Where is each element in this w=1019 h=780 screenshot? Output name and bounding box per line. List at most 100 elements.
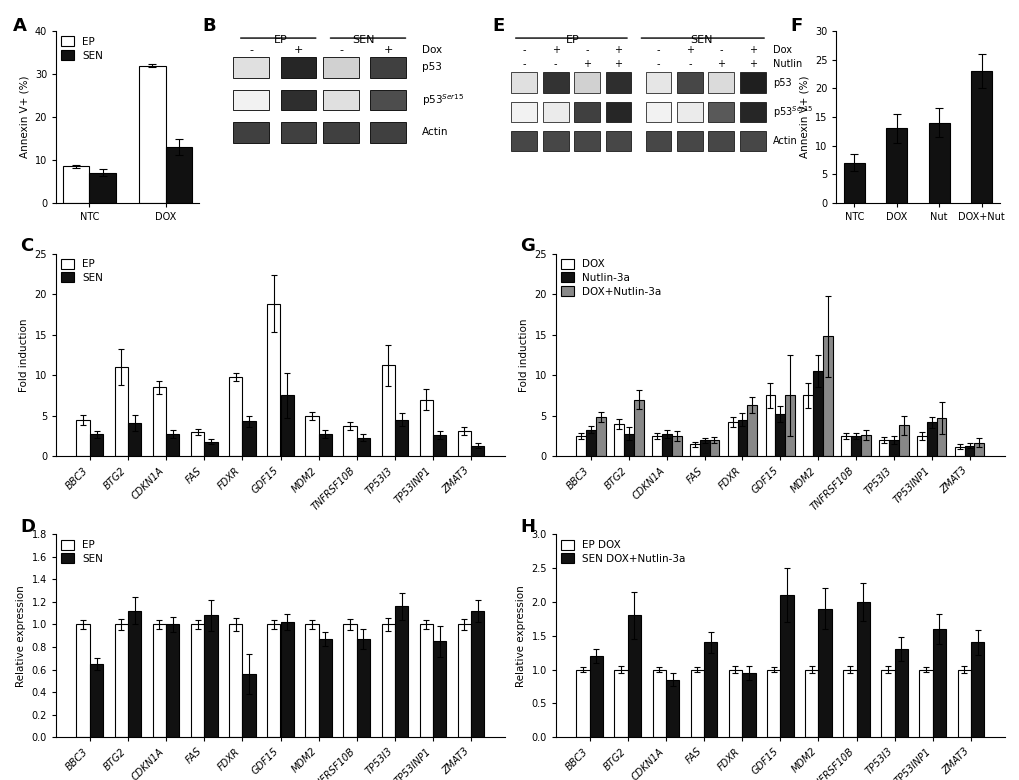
Text: +: + xyxy=(748,45,756,55)
Text: D: D xyxy=(20,518,36,536)
Bar xyxy=(595,417,605,456)
Text: p53: p53 xyxy=(772,78,791,87)
Text: -: - xyxy=(338,45,342,55)
Text: +: + xyxy=(613,58,622,69)
Bar xyxy=(709,440,718,456)
Bar xyxy=(233,122,269,143)
Bar xyxy=(511,131,537,151)
Bar xyxy=(926,422,935,456)
Bar xyxy=(605,101,631,122)
Text: +: + xyxy=(685,45,693,55)
Bar xyxy=(624,434,633,456)
Bar xyxy=(166,434,179,456)
Bar xyxy=(511,101,537,122)
Bar xyxy=(737,420,747,456)
Bar xyxy=(153,388,166,456)
Legend: EP, SEN: EP, SEN xyxy=(61,259,103,283)
Bar xyxy=(739,101,765,122)
Bar xyxy=(370,57,406,77)
Text: E: E xyxy=(492,17,504,35)
Y-axis label: Annexin V+ (%): Annexin V+ (%) xyxy=(19,76,30,158)
Bar xyxy=(153,625,166,737)
Bar xyxy=(280,122,316,143)
Bar xyxy=(651,436,661,456)
Bar xyxy=(739,73,765,93)
Text: SEN: SEN xyxy=(690,34,712,44)
Bar xyxy=(860,435,870,456)
Bar xyxy=(780,595,793,737)
Text: G: G xyxy=(520,237,534,255)
Bar xyxy=(191,625,204,737)
Bar xyxy=(419,625,433,737)
Bar xyxy=(280,57,316,77)
Text: -: - xyxy=(585,45,588,55)
Text: Dox: Dox xyxy=(422,45,441,55)
Bar xyxy=(613,424,624,456)
Bar xyxy=(318,434,331,456)
Bar xyxy=(76,625,90,737)
Bar xyxy=(957,669,970,737)
Bar xyxy=(918,669,932,737)
Text: p53$^{Ser15}$: p53$^{Ser15}$ xyxy=(772,104,812,120)
Legend: EP, SEN: EP, SEN xyxy=(61,540,103,564)
Bar xyxy=(419,399,433,456)
Bar xyxy=(699,440,709,456)
Bar xyxy=(458,431,471,456)
Bar xyxy=(765,395,774,456)
Bar xyxy=(574,131,599,151)
Text: Actin: Actin xyxy=(772,136,797,146)
Bar xyxy=(964,445,973,456)
Bar xyxy=(357,639,370,737)
Bar xyxy=(191,432,204,456)
Bar xyxy=(542,73,568,93)
Text: -: - xyxy=(249,45,253,55)
Text: Actin: Actin xyxy=(422,127,448,137)
Text: p53$^{Ser15}$: p53$^{Ser15}$ xyxy=(422,92,464,108)
Bar xyxy=(280,622,293,737)
Bar xyxy=(233,90,269,110)
Bar xyxy=(645,73,671,93)
Bar xyxy=(665,679,679,737)
Bar xyxy=(323,90,359,110)
Text: -: - xyxy=(656,45,659,55)
Bar xyxy=(305,625,318,737)
Bar xyxy=(114,367,127,456)
Bar xyxy=(841,436,850,456)
Bar xyxy=(127,611,142,737)
Bar xyxy=(880,669,894,737)
Bar xyxy=(932,629,946,737)
Bar xyxy=(742,673,755,737)
Y-axis label: Relative expression: Relative expression xyxy=(516,585,526,686)
Bar xyxy=(677,131,702,151)
Bar xyxy=(605,73,631,93)
Bar xyxy=(970,643,983,737)
Bar xyxy=(677,73,702,93)
Bar xyxy=(243,674,256,737)
Bar xyxy=(970,71,991,203)
Bar xyxy=(766,669,780,737)
Bar xyxy=(305,416,318,456)
Text: A: A xyxy=(13,17,28,35)
Text: Nutlin: Nutlin xyxy=(772,58,801,69)
Legend: EP DOX, SEN DOX+Nutlin-3a: EP DOX, SEN DOX+Nutlin-3a xyxy=(560,540,685,564)
Bar xyxy=(729,669,742,737)
Text: -: - xyxy=(656,58,659,69)
Bar xyxy=(605,131,631,151)
Bar xyxy=(973,442,983,456)
Text: Dox: Dox xyxy=(772,45,791,55)
Bar xyxy=(812,371,822,456)
Bar xyxy=(703,643,716,737)
Bar xyxy=(739,131,765,151)
Bar xyxy=(774,414,785,456)
Bar xyxy=(645,101,671,122)
Bar xyxy=(850,436,860,456)
Bar xyxy=(318,639,331,737)
Bar xyxy=(62,166,90,203)
Bar xyxy=(708,131,734,151)
Y-axis label: Relative expression: Relative expression xyxy=(16,585,26,686)
Bar xyxy=(323,122,359,143)
Bar xyxy=(927,122,949,203)
Bar xyxy=(381,625,394,737)
Bar xyxy=(127,423,142,456)
Y-axis label: Fold induction: Fold induction xyxy=(519,318,528,392)
